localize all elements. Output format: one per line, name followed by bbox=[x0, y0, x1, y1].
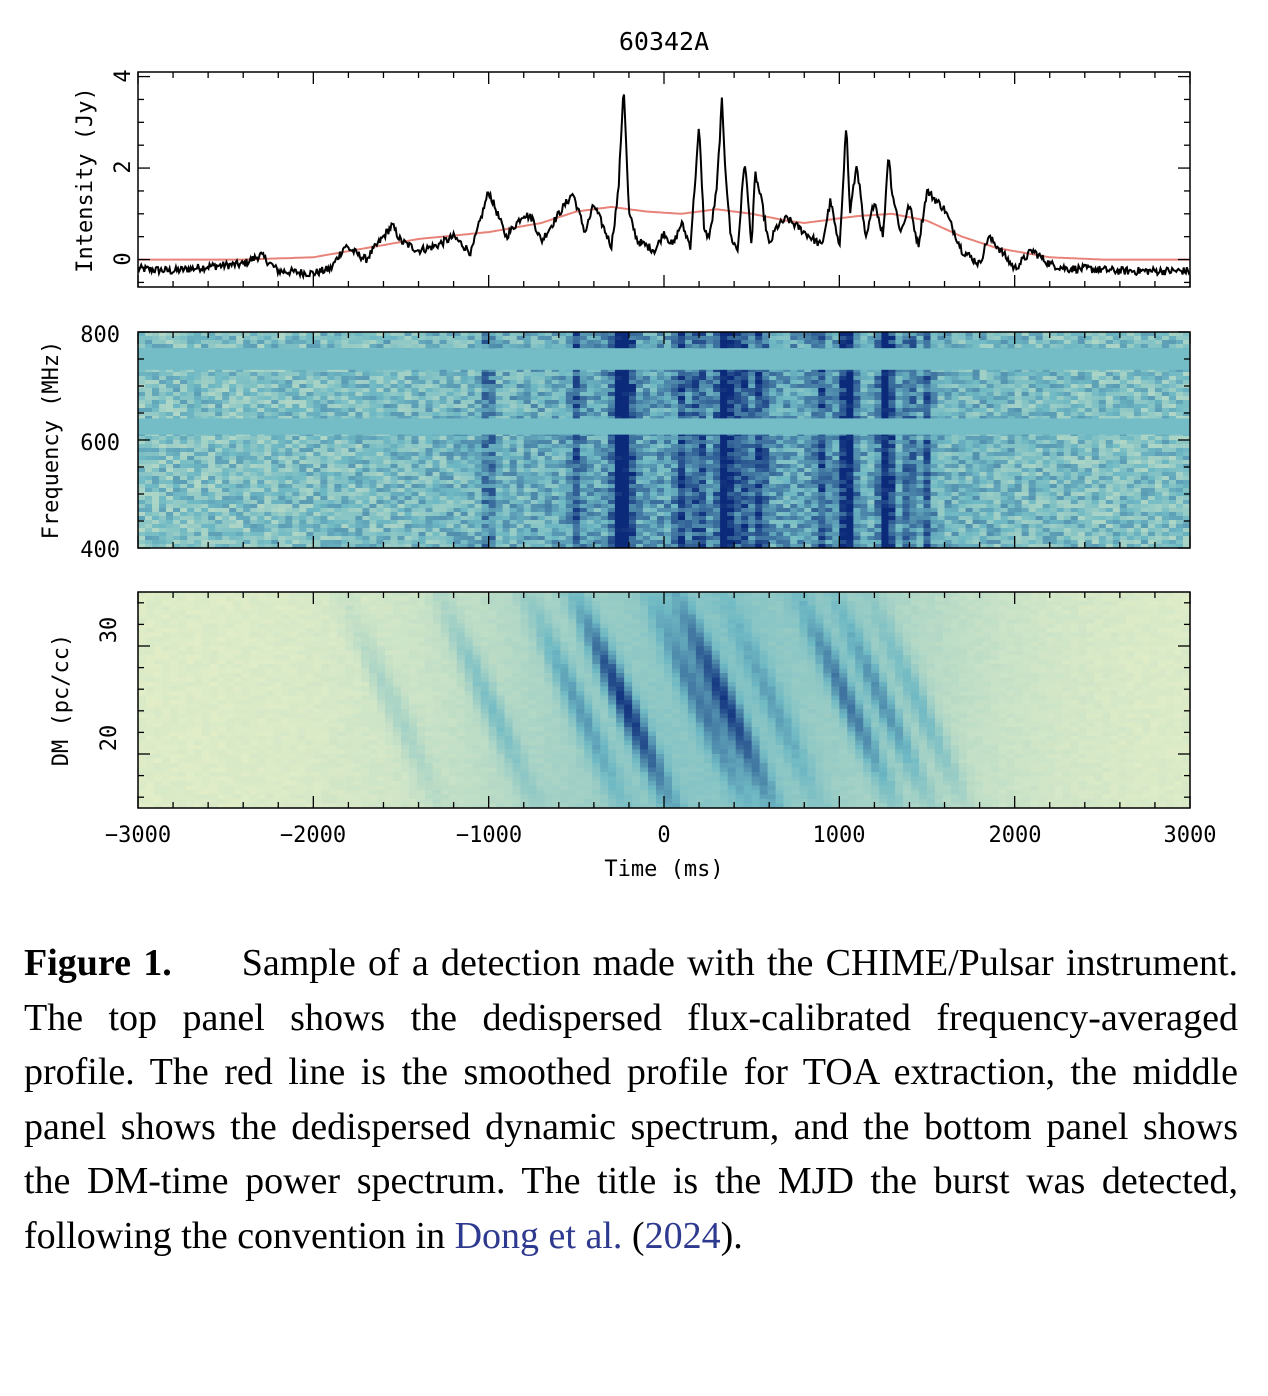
dynamic-spectrum-heatmap bbox=[138, 332, 1190, 548]
citation-link-authors[interactable]: Dong et al. bbox=[454, 1214, 623, 1257]
freq-y-tick-600: 600 bbox=[80, 431, 120, 456]
freq-y-tick-400: 400 bbox=[80, 538, 120, 563]
profile-y-tick-2: 2 bbox=[111, 160, 136, 173]
citation-link-year[interactable]: 2024 bbox=[644, 1214, 721, 1257]
masked-band bbox=[138, 418, 1190, 435]
freq-y-label: Frequency (MHz) bbox=[39, 341, 64, 540]
profile-y-tick-4: 4 bbox=[111, 69, 136, 82]
smoothed-profile-line bbox=[138, 205, 1190, 261]
figure-title: 60342A bbox=[619, 27, 709, 56]
figure-caption: Figure 1. Sample of a detection made with… bbox=[24, 936, 1238, 1263]
dm-time-panel: 30 20 DM (pc/cc) bbox=[49, 591, 1191, 809]
dm-y-label: DM (pc/cc) bbox=[49, 634, 74, 766]
x-tick-label: 2000 bbox=[989, 823, 1042, 848]
profile-panel: 0 2 4 Intensity (Jy) bbox=[73, 69, 1191, 288]
dm-y-tick-30: 30 bbox=[97, 617, 122, 644]
intensity-profile-line bbox=[138, 94, 1190, 281]
dynamic-spectrum-panel: 800 600 400 Frequency (MHz) bbox=[39, 323, 1191, 563]
profile-y-label: Intensity (Jy) bbox=[73, 87, 98, 272]
citation-paren-open: ( bbox=[622, 1214, 645, 1257]
detection-figure: 60342A 0 2 4 Intensity (Jy) 800 600 400 … bbox=[39, 27, 1217, 882]
x-axis-ticks: −3000 −2000 −1000 0 1000 2000 3000 bbox=[105, 823, 1217, 848]
x-tick-label: 1000 bbox=[813, 823, 866, 848]
x-tick-label: −2000 bbox=[280, 823, 346, 848]
dm-y-tick-20: 20 bbox=[97, 725, 122, 752]
x-tick-label: −3000 bbox=[105, 823, 171, 848]
caption-text: Sample of a detection made with the CHIM… bbox=[24, 942, 1238, 1257]
x-tick-label: −1000 bbox=[456, 823, 522, 848]
x-axis-label: Time (ms) bbox=[604, 857, 723, 882]
masked-band bbox=[138, 348, 1190, 370]
x-tick-label: 3000 bbox=[1164, 823, 1217, 848]
dm-time-heatmap bbox=[138, 592, 1190, 808]
figure-label: Figure 1. bbox=[24, 942, 172, 984]
citation-paren-close: ). bbox=[720, 1214, 743, 1257]
x-tick-label: 0 bbox=[657, 823, 670, 848]
freq-y-tick-800: 800 bbox=[80, 323, 120, 348]
profile-y-tick-0: 0 bbox=[111, 252, 136, 265]
